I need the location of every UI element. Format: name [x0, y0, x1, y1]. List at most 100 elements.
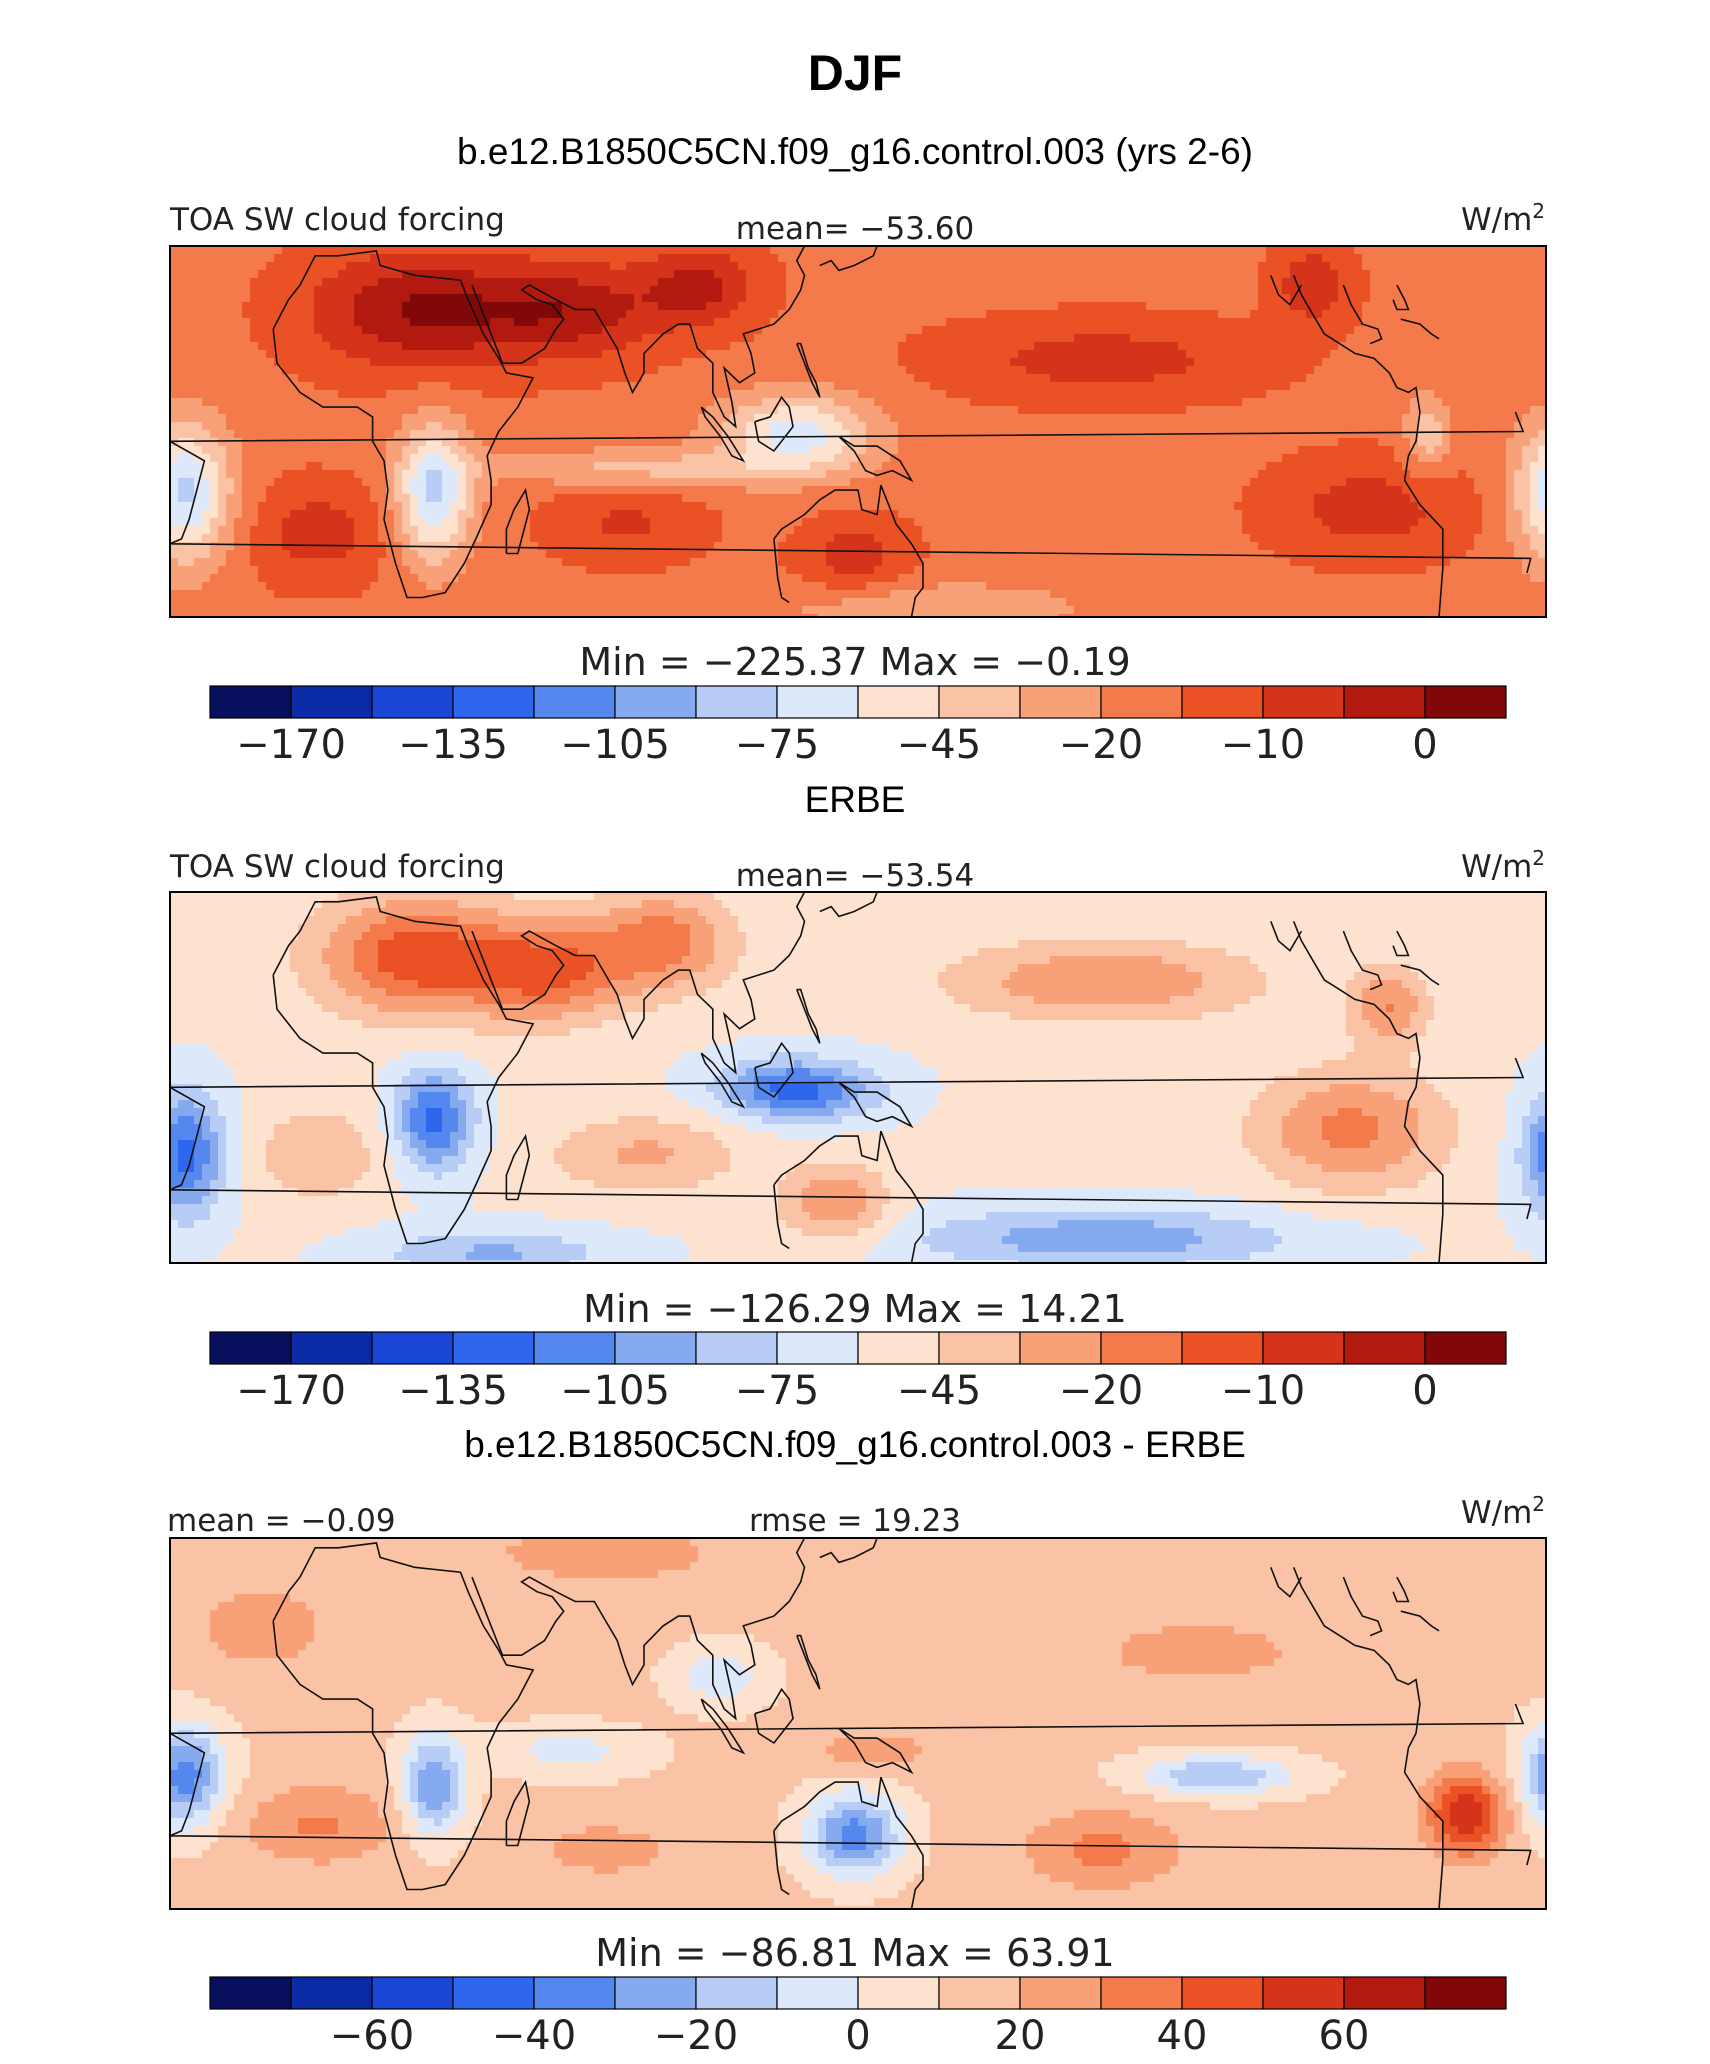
- map-cell: [1002, 406, 1011, 415]
- map-cell: [1026, 462, 1035, 471]
- map-cell: [1154, 326, 1163, 335]
- map-cell: [1426, 254, 1435, 263]
- map-cell: [1346, 286, 1355, 295]
- map-cell: [354, 414, 363, 423]
- map-cell: [1034, 446, 1043, 455]
- map-cell: [826, 422, 835, 431]
- map-cell: [1506, 358, 1515, 367]
- map-cell: [250, 286, 259, 295]
- map-cell: [1050, 246, 1059, 255]
- map-cell: [538, 342, 547, 351]
- map-cell: [1146, 350, 1155, 359]
- map-cell: [762, 422, 771, 431]
- map-cell: [258, 462, 267, 471]
- map-cell: [250, 414, 259, 423]
- map-cell: [498, 262, 507, 271]
- map-cell: [1266, 406, 1275, 415]
- map-cell: [1242, 286, 1251, 295]
- map-cell: [1306, 462, 1315, 471]
- map-cell: [1418, 470, 1427, 479]
- map-cell: [826, 302, 835, 311]
- map-cell: [266, 454, 275, 463]
- map-cell: [466, 374, 475, 383]
- map-cell: [754, 430, 763, 439]
- map-cell: [1178, 294, 1187, 303]
- map-cell: [538, 454, 547, 463]
- map-cell: [458, 470, 467, 479]
- map-cell: [882, 446, 891, 455]
- map-cell: [938, 414, 947, 423]
- map-cell: [1026, 422, 1035, 431]
- map-cell: [954, 262, 963, 271]
- map-cell: [1170, 446, 1179, 455]
- map-cell: [794, 318, 803, 327]
- map-cell: [874, 254, 883, 263]
- map-cell: [170, 350, 179, 359]
- map-cell: [1250, 350, 1259, 359]
- map-cell: [346, 318, 355, 327]
- map-cell: [810, 278, 819, 287]
- map-cell: [266, 254, 275, 263]
- map-cell: [1290, 342, 1299, 351]
- map-cell: [674, 430, 683, 439]
- map-cell: [1330, 262, 1339, 271]
- map-cell: [1122, 374, 1131, 383]
- map-cell: [1034, 342, 1043, 351]
- map-cell: [362, 286, 371, 295]
- map-cell: [1418, 270, 1427, 279]
- map-cell: [1074, 462, 1083, 471]
- map-cell: [1306, 278, 1315, 287]
- map-cell: [218, 382, 227, 391]
- map-cell: [1474, 278, 1483, 287]
- map-cell: [1274, 350, 1283, 359]
- map-cell: [514, 462, 523, 471]
- map-cell: [186, 462, 195, 471]
- map-cell: [706, 462, 715, 471]
- map-cell: [1066, 254, 1075, 263]
- map-cell: [274, 358, 283, 367]
- map-cell: [1338, 382, 1347, 391]
- map-cell: [418, 446, 427, 455]
- map-cell: [978, 278, 987, 287]
- map-cell: [762, 350, 771, 359]
- map-cell: [266, 358, 275, 367]
- map-cell: [866, 406, 875, 415]
- map-cell: [178, 438, 187, 447]
- map-cell: [450, 398, 459, 407]
- map-cell: [602, 350, 611, 359]
- map-cell: [466, 262, 475, 271]
- map-cell: [1410, 246, 1419, 255]
- map-cell: [226, 278, 235, 287]
- map-cell: [1034, 438, 1043, 447]
- map-cell: [698, 462, 707, 471]
- map-cell: [754, 262, 763, 271]
- map-cell: [1178, 254, 1187, 263]
- map-cell: [874, 358, 883, 367]
- map-cell: [618, 278, 627, 287]
- map-cell: [674, 438, 683, 447]
- map-cell: [970, 422, 979, 431]
- map-cell: [458, 326, 467, 335]
- map-cell: [906, 438, 915, 447]
- map-cell: [418, 310, 427, 319]
- map-cell: [242, 358, 251, 367]
- map-cell: [578, 302, 587, 311]
- map-cell: [298, 326, 307, 335]
- map-cell: [994, 422, 1003, 431]
- map-cell: [202, 470, 211, 479]
- map-cell: [1218, 302, 1227, 311]
- map-cell: [1130, 470, 1139, 479]
- map-cell: [1170, 382, 1179, 391]
- map-cell: [202, 430, 211, 439]
- map-cell: [1130, 358, 1139, 367]
- map-cell: [866, 342, 875, 351]
- map-cell: [810, 246, 819, 255]
- map-cell: [1378, 350, 1387, 359]
- map-cell: [1290, 302, 1299, 311]
- map-cell: [522, 246, 531, 255]
- map-cell: [762, 270, 771, 279]
- map-cell: [402, 406, 411, 415]
- map-cell: [1066, 246, 1075, 255]
- map-cell: [1010, 342, 1019, 351]
- map-cell: [874, 350, 883, 359]
